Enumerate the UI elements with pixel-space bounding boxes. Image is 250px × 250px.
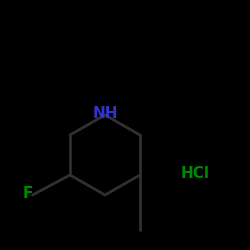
Text: HCl: HCl [180,166,210,181]
Text: F: F [22,186,33,201]
Text: NH: NH [92,106,118,121]
